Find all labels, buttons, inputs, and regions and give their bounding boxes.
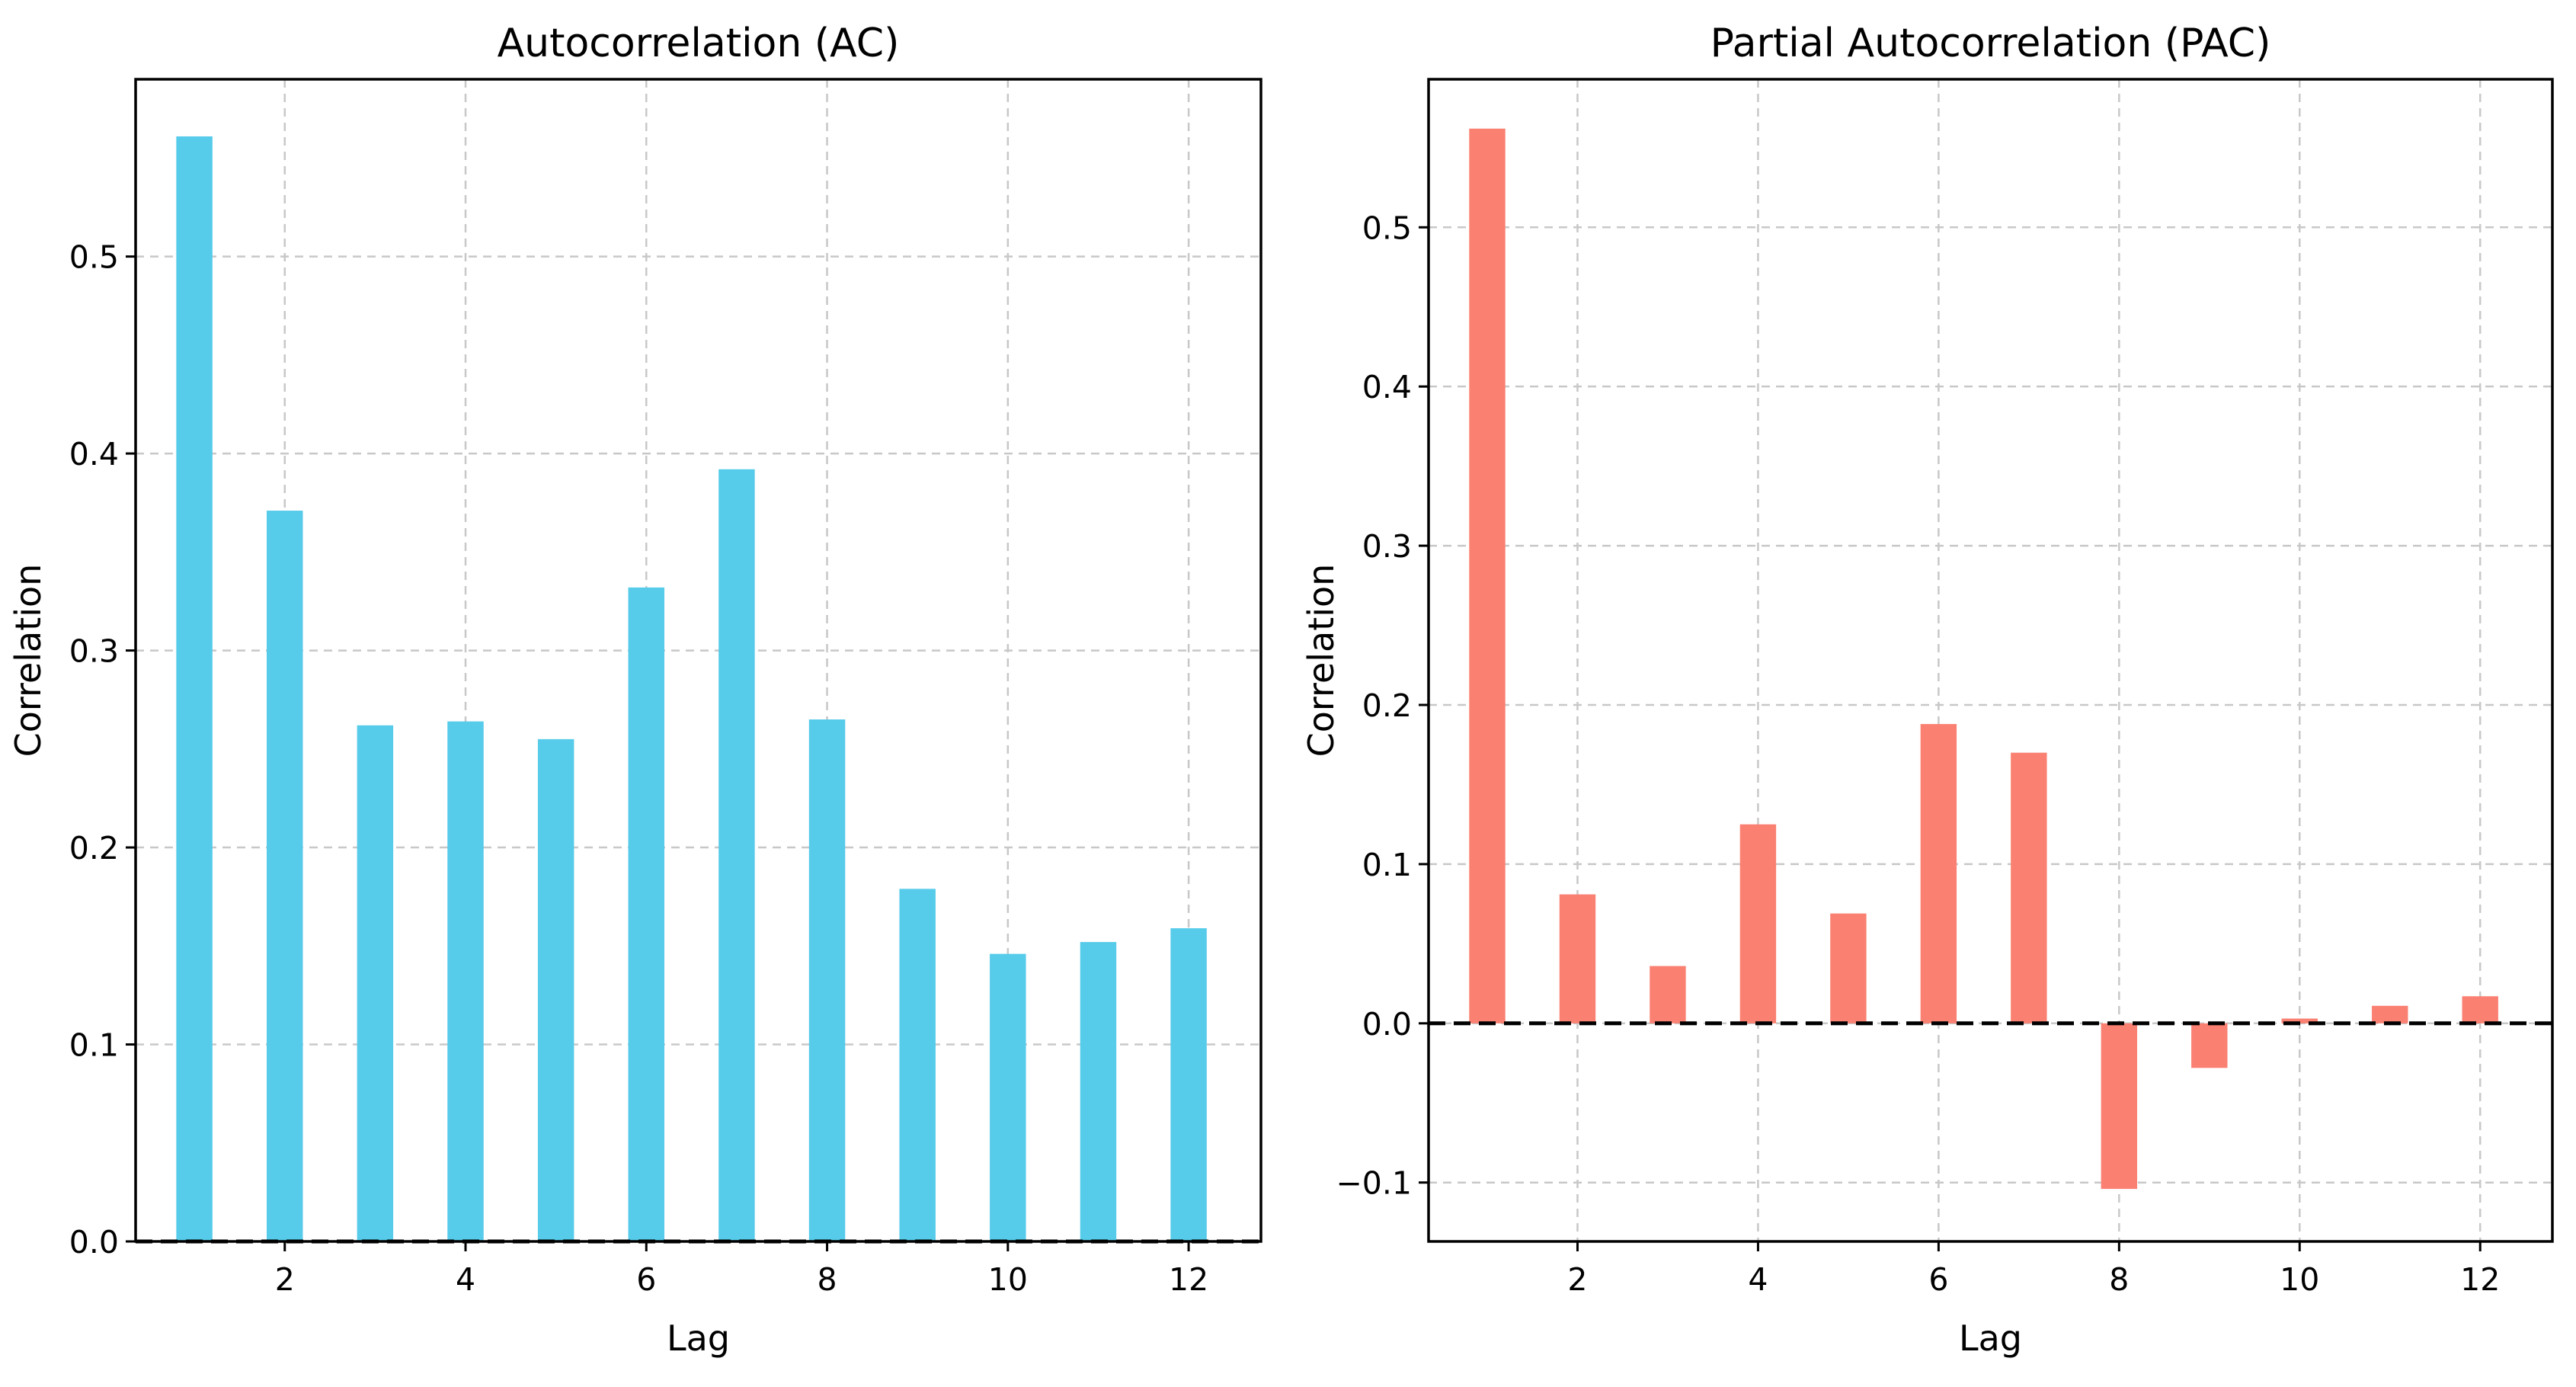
partial-autocorrelation-panel: −0.1 0.0 0.1 0.2 0.3 0.4 0.5 2 4 6 8 10 12 Partial Au…: [1301, 21, 2554, 1359]
x-tick-label: 8: [2109, 1261, 2129, 1298]
y-tick-label: 0.4: [1362, 369, 1412, 405]
x-tick-label: 6: [1928, 1261, 1948, 1298]
bar-lag-3: [357, 725, 394, 1241]
bar-lag-7: [718, 469, 755, 1241]
bar-lag-6: [1920, 724, 1957, 1023]
bar-lag-2: [1559, 894, 1596, 1023]
chart-title: Autocorrelation (AC): [498, 21, 900, 66]
plot-frame: [134, 78, 1262, 1243]
x-tick-label: 2: [275, 1261, 295, 1298]
x-tick-label: 6: [636, 1261, 656, 1298]
x-tick-label: 8: [818, 1261, 837, 1298]
bar-lag-5: [537, 738, 574, 1241]
y-tick-label: 0.3: [1362, 528, 1412, 565]
x-tick-label: 2: [1567, 1261, 1587, 1298]
bar-lag-1: [1469, 128, 1506, 1023]
y-tick-label: 0.1: [1362, 847, 1412, 883]
y-axis-label: Correlation: [8, 564, 49, 758]
bar-lag-4: [447, 721, 484, 1241]
y-tick-label: −0.1: [1336, 1165, 1412, 1202]
y-axis-label: Correlation: [1301, 564, 1342, 758]
bar-lag-11: [1080, 942, 1117, 1241]
x-tick-label: 4: [456, 1261, 475, 1298]
bar-lag-8: [2101, 1023, 2138, 1190]
bar-lag-11: [2372, 1005, 2408, 1023]
bar-lag-9: [899, 889, 936, 1241]
y-tick-label: 0.2: [1362, 687, 1412, 724]
bar-lag-10: [2281, 1018, 2318, 1023]
bar-lag-5: [1830, 913, 1867, 1023]
bar-lag-3: [1650, 966, 1686, 1023]
bar-lag-8: [808, 719, 846, 1241]
y-tick-label: 0.5: [1362, 210, 1412, 246]
y-tick-label: 0.0: [69, 1224, 119, 1260]
y-tick-label: 0.4: [69, 436, 119, 472]
bar-lag-4: [1739, 824, 1777, 1023]
plot-frame: [1427, 78, 2554, 1243]
bar-lag-9: [2191, 1023, 2228, 1068]
bar-lag-1: [176, 136, 213, 1241]
y-tick-label: 0.1: [69, 1027, 119, 1064]
y-tick-label: 0.5: [69, 239, 119, 276]
y-tick-label: 0.2: [69, 830, 119, 866]
x-tick-label: 10: [988, 1261, 1028, 1298]
bar-lag-2: [267, 511, 303, 1241]
x-tick-label: 12: [2460, 1261, 2500, 1298]
y-tick-label: 0.3: [69, 633, 119, 670]
autocorrelation-panel: 0.0 0.1 0.2 0.3 0.4 0.5 2 4 6 8 10 12 Autocorrelatio…: [8, 21, 1262, 1359]
y-tick-label: 0.0: [1362, 1006, 1412, 1043]
bar-lag-12: [2462, 996, 2498, 1023]
x-tick-label: 4: [1748, 1261, 1768, 1298]
bar-lag-10: [990, 953, 1026, 1241]
chart-title: Partial Autocorrelation (PAC): [1710, 21, 2271, 66]
bar-lag-7: [2011, 752, 2047, 1023]
x-tick-label: 12: [1169, 1261, 1208, 1298]
x-axis-label: Lag: [667, 1318, 730, 1359]
bar-lag-12: [1170, 928, 1207, 1241]
bar-lag-6: [628, 587, 665, 1241]
x-tick-label: 10: [2280, 1261, 2319, 1298]
x-axis-label: Lag: [1959, 1318, 2022, 1359]
